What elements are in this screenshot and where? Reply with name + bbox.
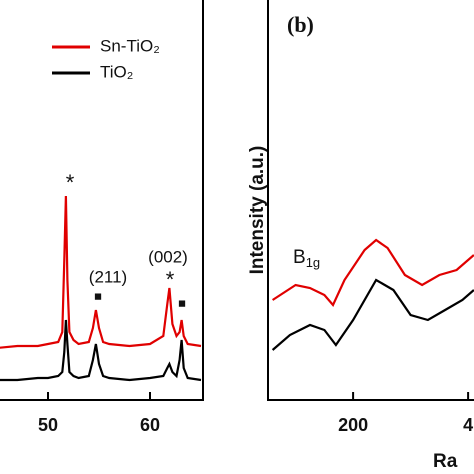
x-tick-label: 50: [38, 415, 58, 435]
series-line: [271, 278, 474, 351]
x-tick-label: 200: [338, 415, 368, 435]
legend-label: Sn-TiO₂: [100, 36, 160, 55]
annotation: (211): [89, 267, 127, 286]
annotation-sub: 1g: [306, 255, 320, 270]
annotation-main: B: [293, 247, 306, 268]
x-tick-label: 60: [140, 415, 160, 435]
annotation: *: [66, 170, 75, 195]
annotation: ■: [94, 288, 102, 303]
annotation: *: [166, 267, 175, 292]
annotation: B1g: [293, 247, 320, 270]
right-frame: [267, 0, 474, 401]
panel-label: (b): [287, 12, 314, 37]
y-axis-label: Intensity (a.u.): [247, 146, 268, 275]
annotation: ■: [178, 295, 186, 310]
annotation: (002): [148, 247, 188, 266]
left-frame: [0, 0, 204, 401]
x-tick-label: 4: [463, 415, 473, 435]
series-line: [0, 195, 202, 349]
series-line: [0, 319, 202, 382]
series-line: [271, 238, 474, 308]
legend-label: TiO₂: [100, 62, 133, 81]
x-axis-label: Ra: [433, 451, 458, 472]
